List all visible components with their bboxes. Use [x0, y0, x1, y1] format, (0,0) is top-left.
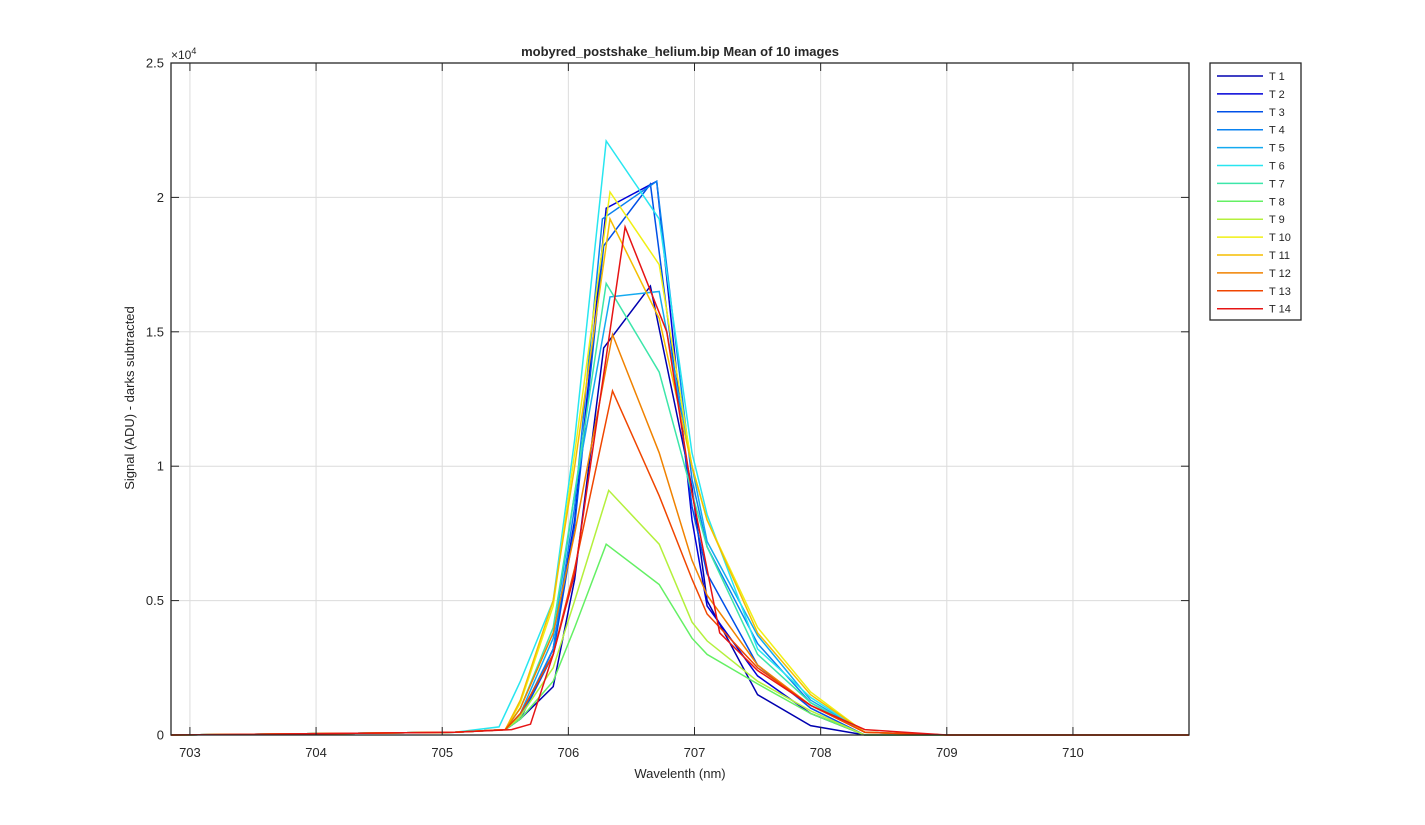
legend-label: T 12	[1269, 268, 1291, 280]
y-exponent-label: ×104	[171, 46, 196, 62]
y-axis-label: Signal (ADU) - darks subtracted	[122, 306, 137, 490]
legend-items: T 1 T 2 T 3 T 4 T 5 T 6 T 7 T 8 T 9 T 10 T 11 T 12 T…	[1217, 71, 1291, 316]
legend: T 1 T 2 T 3 T 4 T 5 T 6 T 7 T 8 T 9 T 10 T 11 T 12 T…	[1209, 62, 1302, 321]
x-tick-label: 706	[558, 745, 580, 760]
y-tick-label: 0.5	[146, 593, 164, 608]
series-line-t13	[170, 388, 1189, 736]
legend-label: T 1	[1269, 71, 1285, 83]
legend-label: T 6	[1269, 161, 1285, 173]
y-tick-labels: 0 0.5 1 1.5 2 2.5	[146, 56, 164, 743]
axes-box	[170, 62, 1190, 736]
y-tick-label: 1	[157, 459, 164, 474]
legend-box	[1209, 62, 1302, 321]
legend-label: T 14	[1269, 304, 1291, 316]
x-tick-label: 704	[305, 745, 327, 760]
chart-title: mobyred_postshake_helium.bip Mean of 10 …	[521, 44, 839, 59]
legend-label: T 9	[1269, 214, 1285, 226]
y-tick-label: 0	[157, 728, 164, 743]
x-tick-label: 707	[684, 745, 706, 760]
axis-ticks	[171, 62, 1189, 736]
y-tick-label: 2.5	[146, 56, 164, 71]
series-layer	[170, 138, 1189, 736]
series-line-t11	[170, 216, 1189, 736]
legend-label: T 4	[1269, 125, 1285, 137]
y-tick-label: 1.5	[146, 324, 164, 339]
legend-label: T 2	[1269, 89, 1285, 101]
legend-label: T 13	[1269, 286, 1291, 298]
legend-label: T 5	[1269, 143, 1285, 155]
legend-label: T 3	[1269, 107, 1285, 119]
x-tick-label: 708	[810, 745, 832, 760]
x-tick-label: 703	[179, 745, 201, 760]
series-line-t14	[170, 224, 1189, 736]
legend-label: T 11	[1269, 250, 1290, 262]
y-tick-label: 2	[157, 190, 164, 205]
grid-lines	[171, 63, 1189, 735]
legend-label: T 10	[1269, 232, 1291, 244]
x-tick-labels: 703 704 705 706 707 708 709 710	[179, 745, 1084, 760]
x-axis-label: Wavelenth (nm)	[634, 766, 725, 781]
x-tick-label: 709	[936, 745, 958, 760]
x-tick-label: 705	[431, 745, 453, 760]
x-tick-label: 710	[1062, 745, 1084, 760]
legend-label: T 8	[1269, 196, 1285, 208]
legend-label: T 7	[1269, 178, 1285, 190]
